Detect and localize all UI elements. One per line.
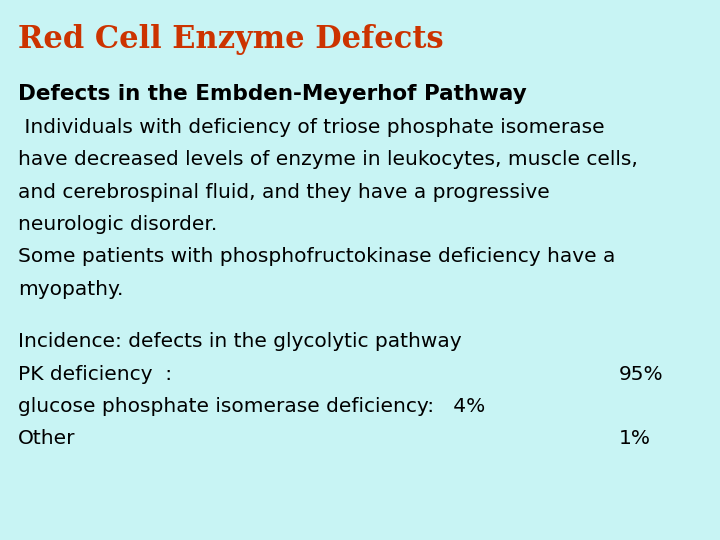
Text: Defects in the Embden-Meyerhof Pathway: Defects in the Embden-Meyerhof Pathway bbox=[18, 84, 527, 104]
Text: Individuals with deficiency of triose phosphate isomerase: Individuals with deficiency of triose ph… bbox=[18, 118, 605, 137]
Text: PK deficiency  :: PK deficiency : bbox=[18, 364, 172, 383]
Text: 1%: 1% bbox=[619, 429, 651, 448]
Text: glucose phosphate isomerase deficiency:   4%: glucose phosphate isomerase deficiency: … bbox=[18, 397, 485, 416]
Text: Some patients with phosphofructokinase deficiency have a: Some patients with phosphofructokinase d… bbox=[18, 247, 616, 266]
Text: have decreased levels of enzyme in leukocytes, muscle cells,: have decreased levels of enzyme in leuko… bbox=[18, 150, 638, 169]
Text: 95%: 95% bbox=[619, 364, 664, 383]
Text: neurologic disorder.: neurologic disorder. bbox=[18, 215, 217, 234]
Text: Red Cell Enzyme Defects: Red Cell Enzyme Defects bbox=[18, 24, 444, 55]
Text: Other: Other bbox=[18, 429, 76, 448]
Text: and cerebrospinal fluid, and they have a progressive: and cerebrospinal fluid, and they have a… bbox=[18, 183, 550, 201]
Text: Incidence: defects in the glycolytic pathway: Incidence: defects in the glycolytic pat… bbox=[18, 332, 462, 351]
Text: myopathy.: myopathy. bbox=[18, 280, 123, 299]
